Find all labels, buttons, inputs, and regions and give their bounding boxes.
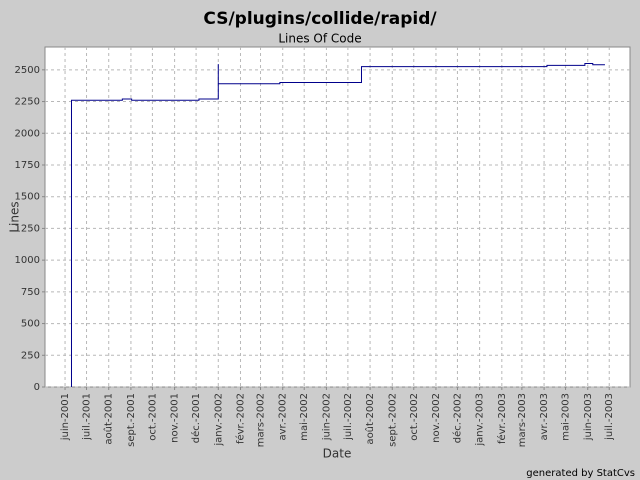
data-line (70, 62, 605, 387)
x-tick-label: avr.-2003 (539, 393, 550, 440)
x-tick-label: juin-2003 (583, 393, 594, 441)
y-tick-label: 250 (21, 350, 40, 361)
x-tick-label: mai-2002 (299, 393, 310, 441)
x-tick-label: mars-2003 (517, 393, 528, 447)
y-tick-label: 0 (34, 382, 40, 393)
x-tick-label: janv.-2003 (475, 393, 486, 447)
x-tick-label: sept.-2001 (126, 393, 137, 447)
x-tick-label: oct.-2002 (409, 393, 420, 441)
y-tick-label: 750 (21, 287, 40, 298)
plot-area (44, 46, 631, 388)
y-tick-label: 1000 (15, 255, 40, 266)
x-tick-label: nov.-2002 (431, 393, 442, 443)
x-tick-label: mars-2002 (256, 393, 267, 447)
x-tick-label: juil.-2003 (604, 393, 615, 441)
y-tick-label: 2250 (15, 97, 40, 108)
chart-subtitle: Lines Of Code (278, 32, 361, 46)
x-tick-label: avr.-2002 (278, 393, 289, 440)
x-tick-label: déc.-2002 (451, 393, 463, 443)
x-tick-label: déc.-2001 (190, 393, 202, 443)
footer: generated by StatCvs (526, 468, 635, 479)
y-tick-label: 500 (21, 319, 40, 330)
y-tick-label: 2500 (15, 65, 40, 76)
y-tick-label: 1750 (15, 160, 40, 171)
x-tick-label: oct.-2001 (147, 393, 158, 441)
x-tick-label: juil.-2002 (343, 393, 354, 441)
x-tick-label: juin-2001 (60, 393, 71, 441)
y-tick-label: 1500 (15, 192, 40, 203)
x-tick-label: août-2001 (103, 393, 115, 445)
x-tick-label: févr.-2003 (496, 393, 508, 444)
x-tick-label: mai-2003 (561, 393, 572, 441)
x-tick-label: févr.-2002 (234, 393, 246, 444)
y-tick-label: 1250 (15, 223, 40, 234)
x-tick-label: août-2002 (364, 393, 376, 445)
x-tick-label: sept.-2002 (387, 393, 398, 447)
x-axis-label: Date (323, 447, 352, 461)
x-tick-label: janv.-2002 (213, 393, 224, 447)
x-tick-label: juin-2002 (321, 393, 332, 441)
y-axis-label: Lines (8, 201, 22, 232)
chart-title: CS/plugins/collide/rapid/ (203, 9, 437, 29)
x-tick-label: nov.-2001 (170, 393, 181, 443)
y-tick-label: 2000 (15, 128, 40, 139)
x-tick-label: juil.-2001 (82, 393, 93, 441)
